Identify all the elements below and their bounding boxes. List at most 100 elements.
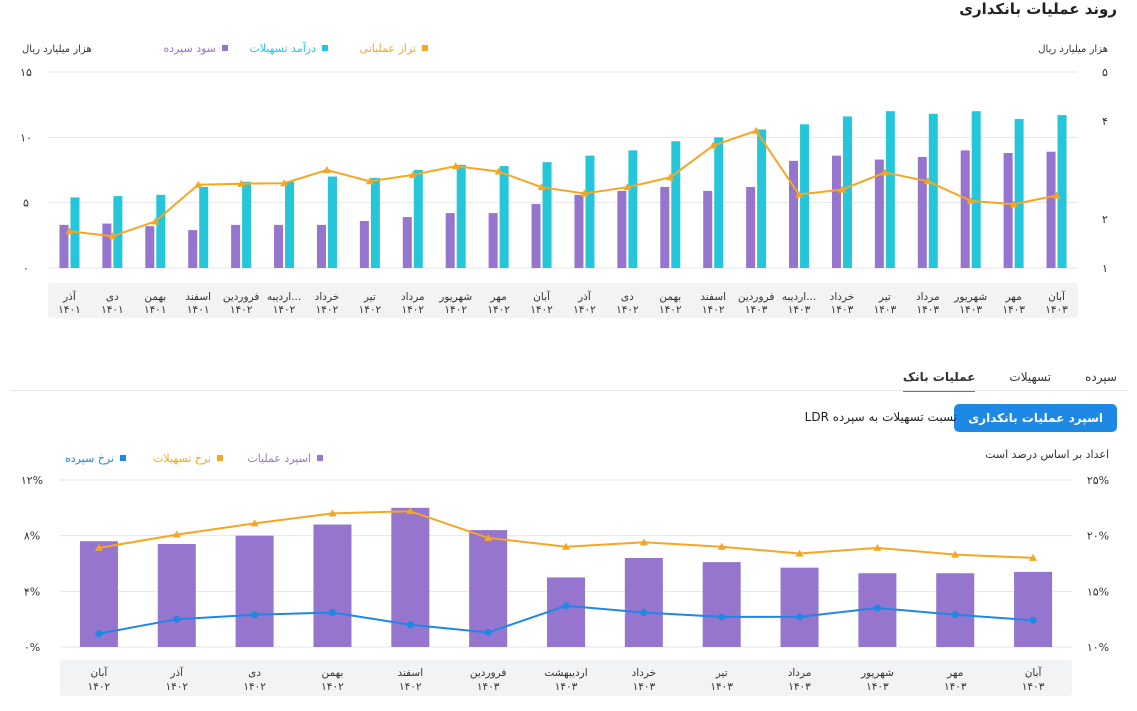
point-operating-balance [580,189,589,197]
bar-facilities-income [413,170,423,268]
spread-button[interactable]: اسپرد عملیات بانکداری [954,404,1117,432]
bar-facilities-income [628,150,638,268]
bar-deposit-interest [188,230,198,268]
x-tick-label-month: اسفند [700,291,726,303]
bar-operations-spread [624,557,663,647]
point-operating-balance [966,196,975,204]
spread-chart: اسپرد عملیات نرخ تسهیلات نرخ سپرده ۰% ۴% ۸% ۱۲… [21,452,1109,696]
bar-facilities-income [242,181,252,268]
x-tick-label-year: ۱۴۰۳ [959,304,982,316]
point-operating-balance [880,168,889,176]
bar-facilities-income [542,162,552,268]
percent-note: اعداد بر اساس درصد است [985,448,1109,461]
legend-label: درآمد تسهیلات [249,41,316,55]
bar-deposit-interest [617,190,627,268]
bar-deposit-interest [831,155,841,268]
x-tick-label-year: ۱۴۰۳ [788,304,811,316]
point-deposit-rate [951,611,959,619]
x-tick-label-month: مرداد [916,291,940,303]
tab-bar: سپرده تسهیلات عملیات بانک [902,364,1117,392]
x-tick-label-year: ۱۴۰۲ [487,304,510,316]
bar-operations-spread [157,544,196,647]
bar-facilities-income [499,166,509,268]
tabs-divider [10,390,1127,391]
x-tick-label-month: بهمن [659,291,681,303]
x-tick-label-year: ۱۴۰۳ [710,681,733,693]
point-deposit-rate [796,613,804,621]
bar-deposit-interest [59,224,69,268]
x-tick-label-year: ۱۴۰۱ [58,304,81,316]
x-tick-label-month: بهمن [144,291,166,303]
point-operating-balance [494,167,503,175]
point-operating-balance [1052,191,1061,199]
x-tick-label-month: اردیبهشت [544,667,587,679]
bar-operations-spread [702,562,741,647]
bar-operations-spread [936,573,975,647]
x-axis-band [48,283,1078,318]
point-operating-balance [537,183,546,191]
x-tick-label-year: ۱۴۰۳ [477,681,500,693]
y-tick-label-left: ۸% [24,530,40,543]
y-tick-label-right: ۲۵% [1087,474,1109,487]
legend-label: اسپرد عملیات [247,452,311,465]
x-tick-label-year: ۱۴۰۳ [917,304,940,316]
point-operating-balance [151,217,160,225]
x-tick-label-year: ۱۴۰۲ [230,304,253,316]
x-tick-label-month: آبان [91,666,109,679]
y-tick-label-left: ۰ [23,262,29,275]
x-tick-label-month: مهر [946,667,963,679]
line-operating-balance [69,129,1057,238]
x-tick-label-month: مهر [489,291,506,303]
point-operating-balance [451,162,460,170]
point-facilities-rate [873,543,882,551]
x-tick-label-month: فروردین [223,291,260,303]
legend-label: تراز عملیاتی [360,42,416,55]
x-tick-label-year: ۱۴۰۱ [101,304,124,316]
x-tick-label-month: اسفند [397,667,423,679]
y-tick-label-right: ۱ [1102,262,1108,275]
tab-bank-operations[interactable]: عملیات بانک [902,364,976,392]
x-tick-label-month: شهریور [438,291,472,303]
x-tick-label-month: آبان [533,290,551,303]
bar-facilities-income [113,196,123,268]
point-facilities-rate [639,538,648,546]
point-facilities-rate [717,542,726,550]
point-operating-balance [365,177,374,185]
x-tick-label-month: تیر [878,291,891,303]
bar-operations-spread [79,541,118,647]
tab-deposits[interactable]: سپرده [1085,370,1117,384]
bar-facilities-income [285,181,295,268]
point-operating-balance [194,180,203,188]
legend-swatch [217,455,223,461]
point-facilities-rate [484,533,493,541]
y-tick-label-right: ۵ [1102,66,1108,79]
point-facilities-rate [951,550,960,558]
y-axis-title-right: هزار میلیارد ریال [1038,44,1108,55]
x-tick-label-year: ۱۴۰۲ [359,304,382,316]
bar-facilities-income [370,177,380,268]
x-tick-label-month: آذر [62,290,77,303]
x-tick-label-year: ۱۴۰۱ [144,304,167,316]
bar-deposit-interest [1003,153,1013,268]
tab-facilities[interactable]: تسهیلات [1009,370,1052,384]
point-operating-balance [408,170,417,178]
bar-deposit-interest [789,160,799,268]
y-tick-label-right: ۱۵% [1087,585,1109,598]
x-tick-label-month: فروردین [470,667,507,679]
x-tick-label-year: ۱۴۰۱ [187,304,210,316]
x-axis-band [60,660,1072,696]
x-tick-label-year: ۱۴۰۲ [165,681,188,693]
bar-facilities-income [1057,115,1067,269]
bar-deposit-interest [746,186,756,268]
x-tick-label-month: اردیبه... [267,291,301,303]
x-tick-label-year: ۱۴۰۲ [530,304,553,316]
point-operating-balance [280,179,289,187]
x-tick-label-month: اردیبه... [782,291,816,303]
point-deposit-rate [1029,616,1037,624]
bar-deposit-interest [359,220,369,268]
x-tick-label-month: اسفند [185,291,211,303]
ldr-link[interactable]: نسبت تسهیلات به سپرده LDR [804,410,957,424]
x-tick-label-year: ۱۴۰۳ [555,681,578,693]
bar-facilities-income [800,124,810,269]
x-tick-label-year: ۱۴۰۲ [243,681,266,693]
